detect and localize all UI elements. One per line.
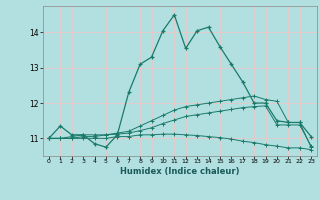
X-axis label: Humidex (Indice chaleur): Humidex (Indice chaleur): [120, 167, 240, 176]
